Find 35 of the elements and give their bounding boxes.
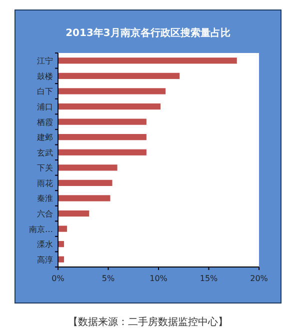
x-tick-label: 0% xyxy=(52,274,65,283)
bar xyxy=(58,241,64,248)
bar xyxy=(58,226,68,232)
bar xyxy=(58,118,146,125)
y-tick-label: 建邺 xyxy=(36,133,53,142)
y-tick-label: 高淳 xyxy=(37,255,53,264)
y-tick-label: 秦淮 xyxy=(37,194,53,204)
y-tick-label: 六合 xyxy=(37,210,53,218)
x-tick-label: 10% xyxy=(150,274,168,283)
y-tick-label: 鼓楼 xyxy=(37,72,53,81)
y-tick-label: 栖霞 xyxy=(36,118,53,127)
x-tick-label: 20% xyxy=(250,274,268,283)
bar xyxy=(58,256,64,262)
bar xyxy=(58,58,237,64)
bar xyxy=(58,103,161,110)
y-tick-label: 南京… xyxy=(29,224,53,234)
bar xyxy=(58,134,146,140)
bar xyxy=(58,149,146,156)
y-tick-label: 下关 xyxy=(37,164,53,173)
chart-title: 2013年3月南京各行政区搜索量占比 xyxy=(66,27,230,39)
text: 【数据来源：二手房数据监控中心】 xyxy=(68,316,228,328)
x-tick-label: 15% xyxy=(200,274,218,283)
bar xyxy=(58,88,166,94)
bar xyxy=(58,195,110,202)
y-tick-label: 江宁 xyxy=(37,56,53,66)
y-tick-label: 溧水 xyxy=(37,240,53,250)
y-tick-label: 白下 xyxy=(37,87,53,96)
x-tick-label: 5% xyxy=(102,274,115,283)
y-tick-label: 浦口 xyxy=(37,102,53,112)
bar xyxy=(58,180,112,186)
bar xyxy=(58,72,180,79)
bar xyxy=(58,210,90,217)
bar xyxy=(58,164,118,171)
y-tick-label: 雨花 xyxy=(37,178,53,188)
y-tick-label: 玄武 xyxy=(37,148,53,158)
